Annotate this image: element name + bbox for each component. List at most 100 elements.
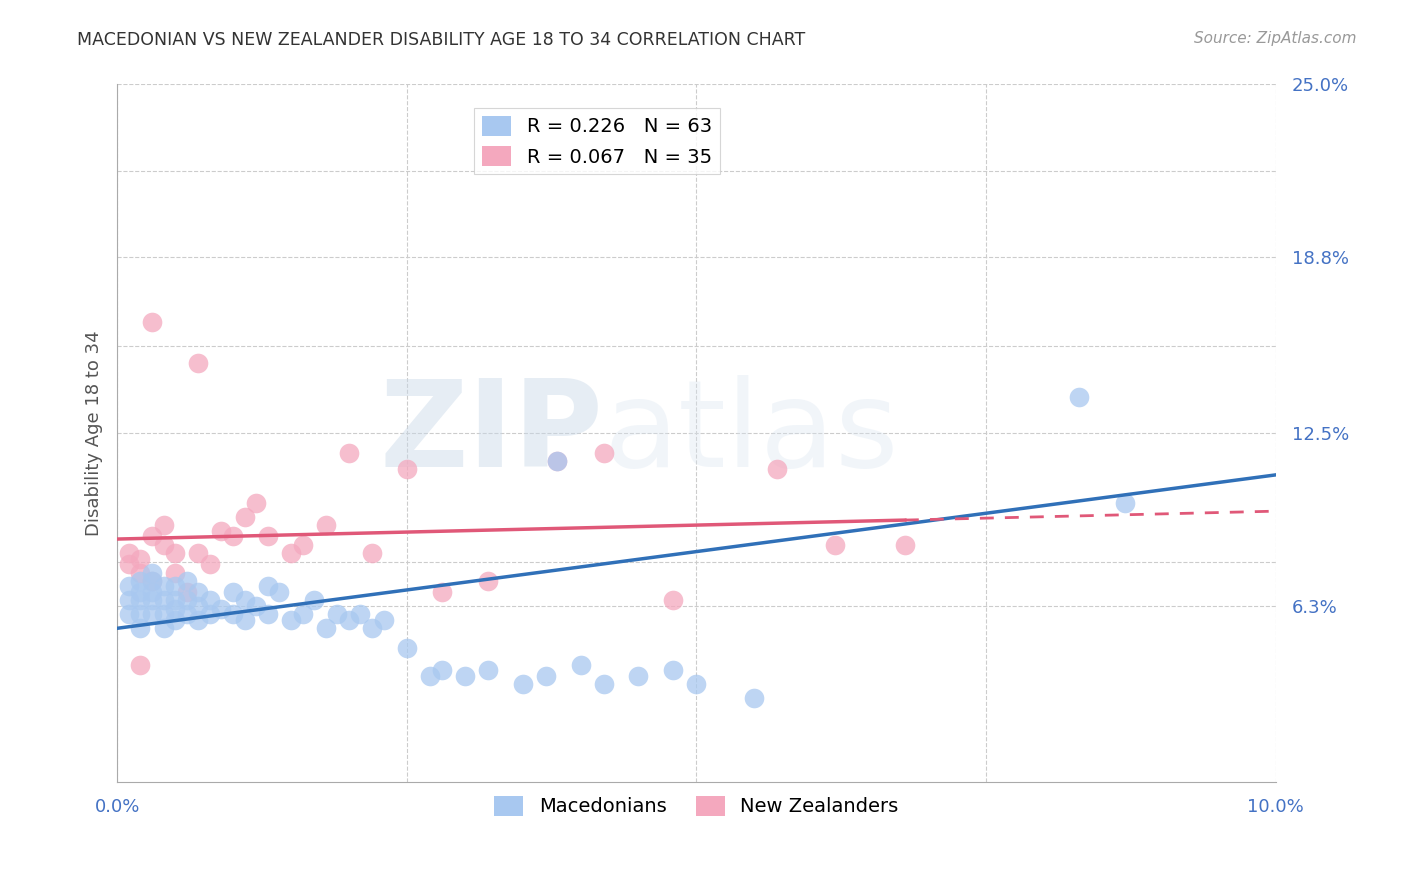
Point <box>129 593 152 607</box>
Point <box>662 663 685 677</box>
Point <box>742 691 765 706</box>
Point <box>269 585 291 599</box>
Point <box>315 621 337 635</box>
Point <box>118 546 141 560</box>
Point <box>233 509 256 524</box>
Point <box>187 585 209 599</box>
Point <box>141 574 163 588</box>
Point <box>419 669 441 683</box>
Point <box>326 607 349 622</box>
Point <box>592 445 614 459</box>
Point <box>187 546 209 560</box>
Point <box>129 621 152 635</box>
Point <box>233 613 256 627</box>
Point <box>165 613 187 627</box>
Point <box>152 518 174 533</box>
Point <box>141 593 163 607</box>
Point <box>187 356 209 370</box>
Point <box>187 613 209 627</box>
Point <box>141 566 163 580</box>
Point <box>245 496 267 510</box>
Point <box>233 593 256 607</box>
Point <box>129 566 152 580</box>
Point <box>534 669 557 683</box>
Point <box>315 518 337 533</box>
Point <box>129 574 152 588</box>
Point <box>129 657 152 672</box>
Point <box>222 529 245 543</box>
Point <box>165 546 187 560</box>
Point <box>165 579 187 593</box>
Point <box>222 585 245 599</box>
Point <box>373 613 395 627</box>
Point <box>245 599 267 613</box>
Point <box>824 538 846 552</box>
Point <box>477 574 499 588</box>
Text: atlas: atlas <box>603 375 900 491</box>
Point <box>152 593 174 607</box>
Point <box>152 607 174 622</box>
Point <box>337 445 360 459</box>
Point <box>280 613 302 627</box>
Point <box>141 585 163 599</box>
Point <box>302 593 325 607</box>
Text: MACEDONIAN VS NEW ZEALANDER DISABILITY AGE 18 TO 34 CORRELATION CHART: MACEDONIAN VS NEW ZEALANDER DISABILITY A… <box>77 31 806 49</box>
Point <box>152 538 174 552</box>
Legend: Macedonians, New Zealanders: Macedonians, New Zealanders <box>486 789 907 824</box>
Point <box>766 462 789 476</box>
Point <box>627 669 650 683</box>
Text: ZIP: ZIP <box>380 375 603 491</box>
Point <box>176 593 198 607</box>
Point <box>894 538 917 552</box>
Point <box>198 593 221 607</box>
Point <box>256 607 278 622</box>
Point <box>291 607 314 622</box>
Point <box>546 454 568 468</box>
Point <box>118 607 141 622</box>
Point <box>141 607 163 622</box>
Point <box>512 677 534 691</box>
Point <box>349 607 371 622</box>
Point <box>118 593 141 607</box>
Point <box>477 663 499 677</box>
Point <box>1067 390 1090 404</box>
Point <box>454 669 477 683</box>
Point <box>118 579 141 593</box>
Point <box>165 566 187 580</box>
Point <box>152 621 174 635</box>
Point <box>129 585 152 599</box>
Point <box>165 601 187 615</box>
Point <box>361 546 384 560</box>
Point <box>176 574 198 588</box>
Y-axis label: Disability Age 18 to 34: Disability Age 18 to 34 <box>86 330 103 536</box>
Point <box>569 657 592 672</box>
Point <box>176 607 198 622</box>
Point <box>141 529 163 543</box>
Point <box>118 557 141 571</box>
Point <box>129 551 152 566</box>
Point <box>280 546 302 560</box>
Point <box>685 677 707 691</box>
Point <box>337 613 360 627</box>
Point <box>395 640 418 655</box>
Point <box>198 607 221 622</box>
Point <box>662 593 685 607</box>
Point <box>141 574 163 588</box>
Point <box>430 663 453 677</box>
Point <box>165 593 187 607</box>
Point <box>256 579 278 593</box>
Point <box>256 529 278 543</box>
Point <box>222 607 245 622</box>
Point <box>592 677 614 691</box>
Point <box>291 538 314 552</box>
Point <box>152 579 174 593</box>
Point <box>430 585 453 599</box>
Point <box>141 314 163 328</box>
Point <box>211 601 233 615</box>
Point <box>361 621 384 635</box>
Point <box>395 462 418 476</box>
Point <box>129 607 152 622</box>
Point <box>187 599 209 613</box>
Point <box>198 557 221 571</box>
Point <box>546 454 568 468</box>
